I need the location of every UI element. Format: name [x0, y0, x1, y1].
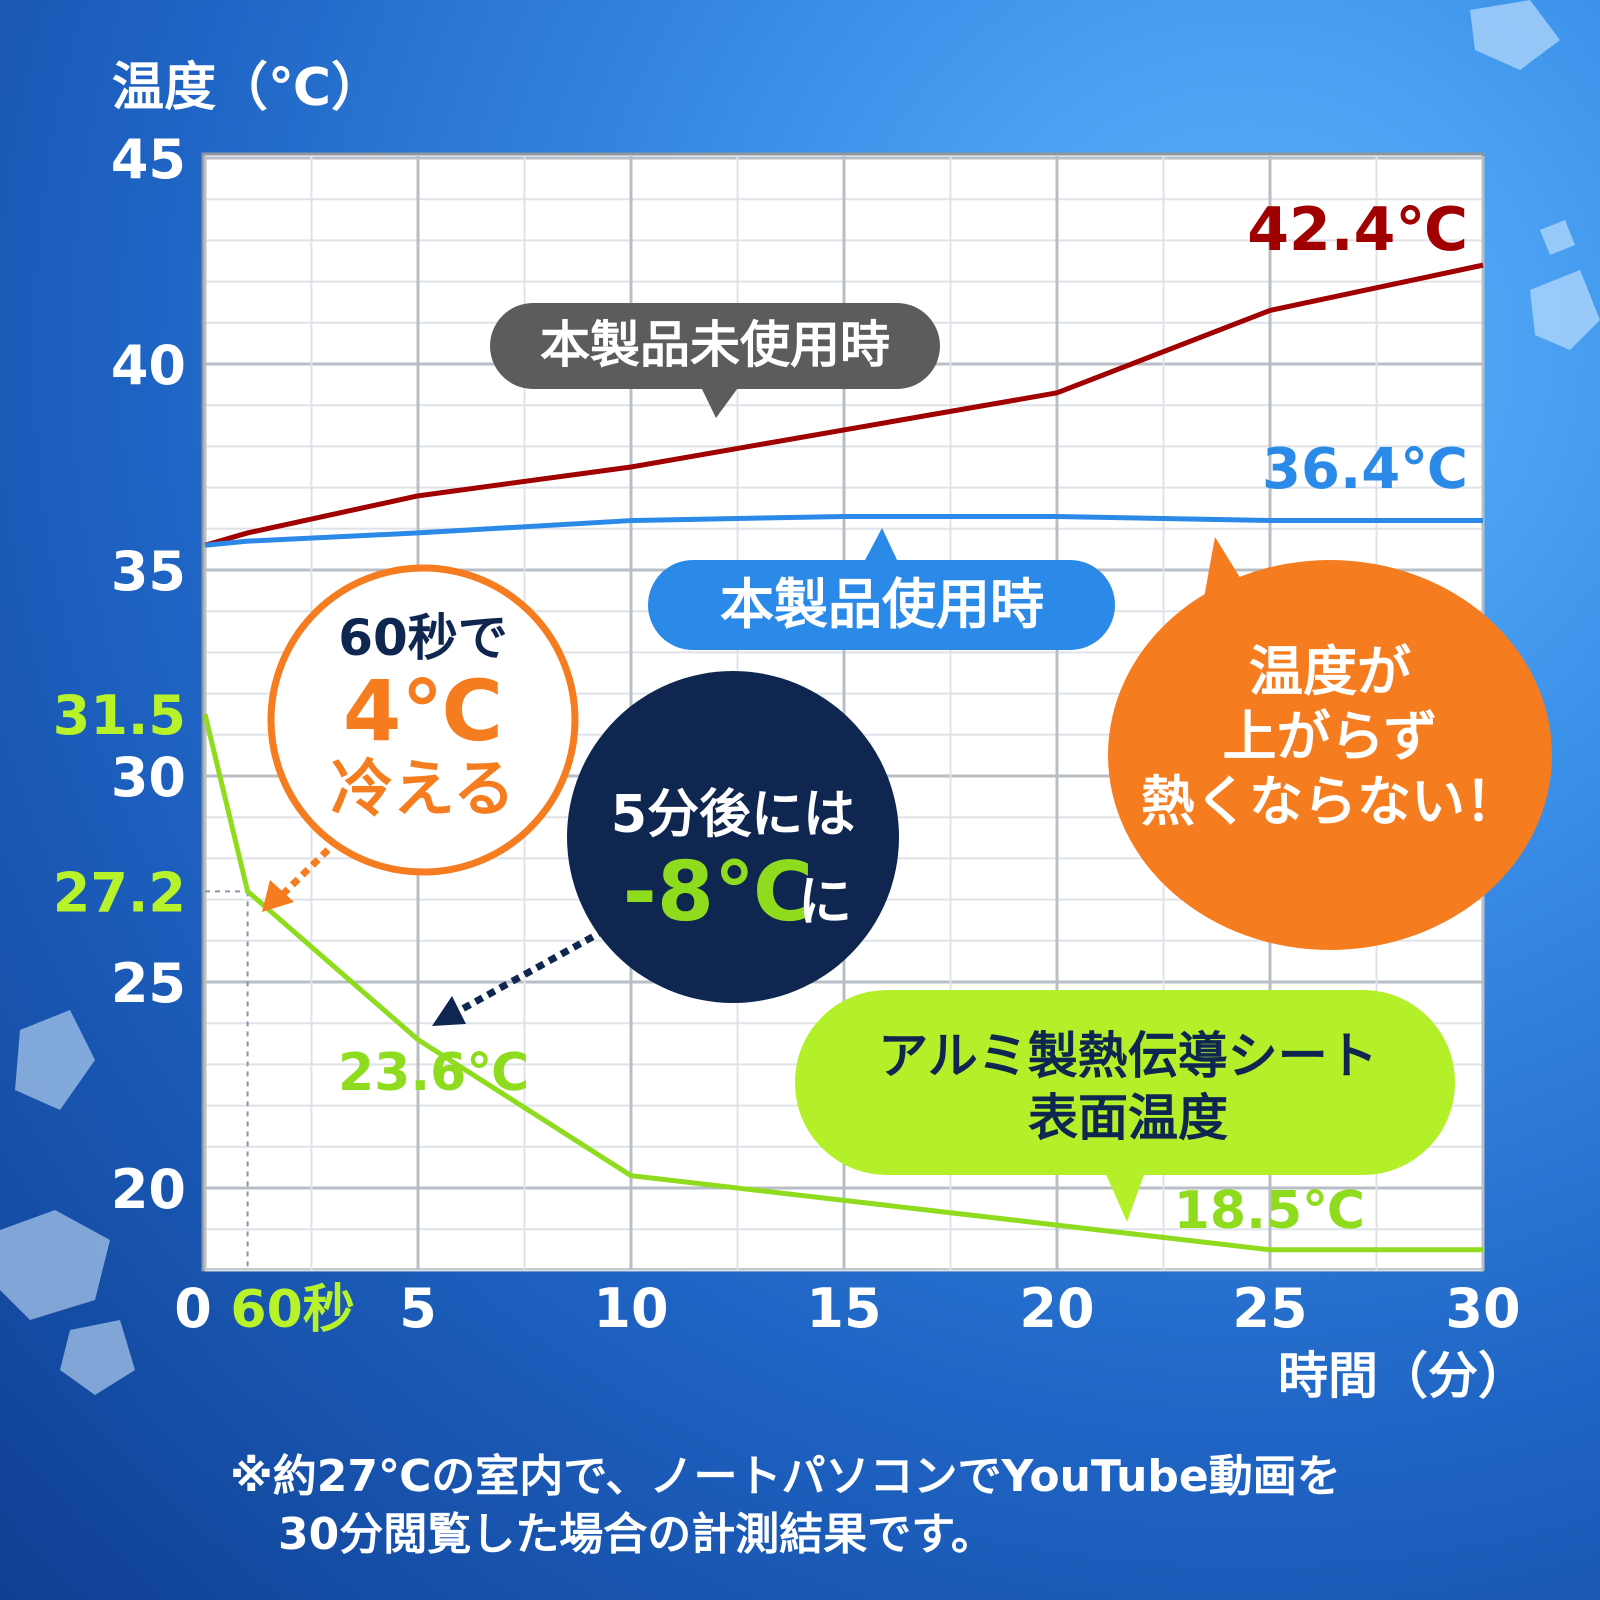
- bubble-5min-line2: -8℃: [623, 845, 813, 940]
- callout-unused: 本製品未使用時: [490, 303, 940, 418]
- ice-decoration-icon: [0, 0, 1600, 1395]
- x-tick-label: 5: [399, 1277, 437, 1340]
- series-lines: [202, 262, 1484, 1253]
- guide-lines: [205, 890, 249, 1270]
- bubble-5min-line3: に: [798, 870, 852, 933]
- y-extra-label: 27.2: [53, 861, 186, 924]
- label-sheet-line2: 表面温度: [1028, 1089, 1228, 1147]
- callout-unused-label: 本製品未使用時: [540, 316, 890, 374]
- bubble-60s: 60秒で 4℃ 冷える: [267, 564, 579, 876]
- bubble-60s-line2: 4℃: [343, 662, 503, 760]
- y-tick-label: 20: [111, 1158, 186, 1221]
- x-extra-label: 60秒: [230, 1280, 354, 1340]
- arrow-60s: [262, 837, 341, 912]
- y-axis-title: 温度（℃）: [112, 58, 383, 118]
- series-line-1: [204, 513, 1483, 548]
- series-line-2: [202, 713, 1483, 1253]
- bubble-orange-line1: 温度が: [1249, 640, 1411, 703]
- x-tick-label: 30: [1445, 1277, 1520, 1340]
- y-tick-labels: 20 25 30 35 40 45 31.5 27.2: [53, 128, 186, 1221]
- y-extra-label: 31.5: [53, 684, 186, 747]
- y-tick-label: 35: [111, 540, 186, 603]
- arrow-5min: [432, 926, 607, 1026]
- bubble-60s-line1: 60秒で: [338, 609, 508, 667]
- footnote-line1: ※約27℃の室内で、ノートパソコンでYouTube動画を: [230, 1451, 1341, 1502]
- y-tick-label: 25: [111, 952, 186, 1015]
- footnote: ※約27℃の室内で、ノートパソコンでYouTube動画を 30分閲覧した場合の計…: [230, 1448, 1570, 1564]
- y-tick-label: 45: [111, 128, 186, 191]
- callout-used: 本製品使用時: [648, 528, 1115, 650]
- end-label-used: 36.4℃: [1262, 437, 1468, 502]
- x-tick-label: 20: [1019, 1277, 1094, 1340]
- x-tick-labels: 0 5 10 15 20 25 30 60秒: [174, 1277, 1520, 1340]
- end-label-unused: 42.4℃: [1247, 195, 1468, 265]
- x-tick-label: 10: [593, 1277, 668, 1340]
- footnote-line2: 30分閲覧した場合の計測結果です。: [278, 1509, 995, 1560]
- bubble-orange: 温度が 上がらず 熱くならない！: [1108, 537, 1552, 950]
- series-line-0: [204, 262, 1484, 548]
- bubble-5min: 5分後には -8℃ に: [567, 671, 899, 1003]
- bubble-orange-line3: 熱くならない！: [1141, 770, 1519, 833]
- bubble-5min-line1: 5分後には: [611, 785, 855, 845]
- y-tick-label: 30: [111, 746, 186, 809]
- label-sheet-line1: アルミ製熱伝導シート: [878, 1027, 1378, 1085]
- callout-used-label: 本製品使用時: [720, 573, 1044, 636]
- x-tick-label: 0: [174, 1277, 212, 1340]
- bubble-orange-line2: 上がらず: [1223, 705, 1438, 768]
- y-tick-label: 40: [111, 334, 186, 397]
- point-label-5min: 23.6℃: [338, 1043, 529, 1103]
- bubble-60s-line3: 冷える: [331, 752, 515, 825]
- x-tick-label: 25: [1232, 1277, 1307, 1340]
- x-axis-title: 時間（分）: [1278, 1347, 1528, 1405]
- label-sheet: アルミ製熱伝導シート 表面温度: [795, 990, 1455, 1222]
- x-tick-label: 15: [806, 1277, 881, 1340]
- end-label-sheet: 18.5℃: [1174, 1181, 1365, 1241]
